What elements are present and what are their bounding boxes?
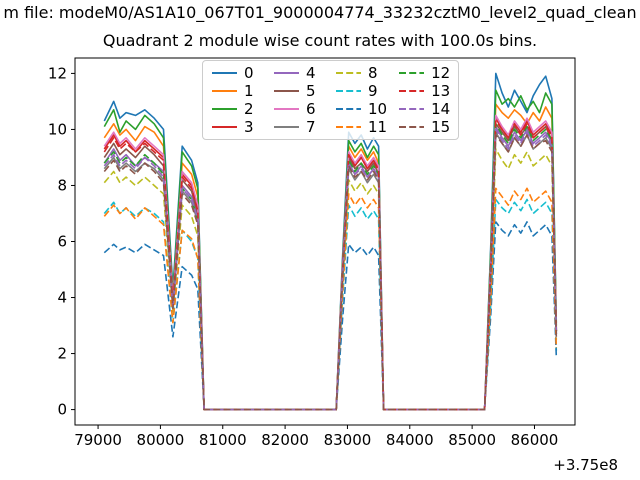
legend-line-swatch (336, 72, 361, 74)
legend-item-6: 6 (273, 100, 324, 118)
legend-line-swatch (212, 108, 237, 110)
legend-line-swatch (399, 126, 425, 128)
x-tick-label: 80000 (137, 431, 185, 449)
x-tick-label: 85000 (448, 431, 496, 449)
legend-label: 8 (368, 64, 378, 82)
legend-item-13: 13 (398, 82, 450, 100)
x-tick-label: 84000 (386, 431, 434, 449)
legend-label: 3 (244, 118, 254, 136)
legend-line-swatch (274, 72, 299, 74)
legend-label: 10 (368, 100, 388, 118)
legend-line-swatch (399, 108, 425, 110)
legend-column: 8 9 10 11 (335, 64, 387, 136)
legend-column: 12 13 14 15 (398, 64, 450, 136)
x-axis-offset-label: +3.75e8 (553, 456, 618, 474)
legend-label: 11 (368, 118, 388, 136)
legend-label: 7 (306, 118, 316, 136)
series-line-11 (103, 187, 558, 411)
legend-label: 12 (431, 64, 451, 82)
legend-line-swatch (399, 72, 425, 74)
y-tick-label: 10 (48, 120, 67, 138)
legend-label: 9 (368, 82, 378, 100)
figure-title: m file: modeM0/AS1A10_067T01_9000004774_… (3, 3, 637, 22)
series-line-9 (103, 198, 558, 411)
legend-line-swatch (336, 90, 361, 92)
series-line-13 (103, 120, 558, 411)
legend-item-4: 4 (273, 64, 324, 82)
series-line-15 (103, 134, 558, 411)
y-tick-label: 6 (57, 233, 67, 251)
x-tick-label: 79000 (74, 431, 122, 449)
legend-item-7: 7 (273, 118, 324, 136)
legend-item-0: 0 (211, 64, 262, 82)
legend-label: 6 (306, 100, 316, 118)
legend-item-2: 2 (211, 100, 262, 118)
y-tick-label: 2 (57, 345, 67, 363)
legend-label: 2 (244, 100, 254, 118)
legend-item-5: 5 (273, 82, 324, 100)
series-line-1 (103, 103, 558, 411)
legend-item-14: 14 (398, 100, 450, 118)
legend-label: 13 (431, 82, 451, 100)
legend-item-15: 15 (398, 118, 450, 136)
legend: 0 1 2 3 4 5 6 7 8 9 10 11 12 13 14 15 (202, 60, 460, 140)
legend-label: 14 (431, 100, 451, 118)
legend-line-swatch (212, 90, 237, 92)
legend-line-swatch (336, 108, 361, 110)
y-tick-label: 0 (57, 401, 67, 419)
legend-label: 4 (306, 64, 316, 82)
legend-label: 0 (244, 64, 254, 82)
legend-line-swatch (212, 72, 237, 74)
legend-line-swatch (212, 126, 237, 128)
series-line-14 (103, 128, 558, 411)
legend-item-1: 1 (211, 82, 262, 100)
legend-item-12: 12 (398, 64, 450, 82)
series-line-6 (103, 114, 558, 411)
axes-title: Quadrant 2 module wise count rates with … (102, 31, 538, 50)
legend-item-10: 10 (335, 100, 387, 118)
x-tick-label: 83000 (324, 431, 372, 449)
y-tick-label: 4 (57, 289, 67, 307)
series-line-8 (103, 148, 558, 411)
legend-label: 5 (306, 82, 316, 100)
legend-item-3: 3 (211, 118, 262, 136)
series-line-10 (103, 221, 558, 411)
x-tick-label: 81000 (199, 431, 247, 449)
y-tick-label: 8 (57, 176, 67, 194)
y-tick-label: 12 (48, 64, 67, 82)
x-tick-label: 86000 (511, 431, 559, 449)
legend-line-swatch (274, 90, 299, 92)
series-line-12 (103, 123, 558, 411)
legend-line-swatch (336, 126, 361, 128)
legend-line-swatch (274, 126, 299, 128)
legend-label: 15 (431, 118, 451, 136)
legend-line-swatch (399, 90, 425, 92)
legend-item-8: 8 (335, 64, 387, 82)
legend-line-swatch (274, 108, 299, 110)
legend-item-9: 9 (335, 82, 387, 100)
series-line-2 (103, 89, 558, 411)
legend-item-11: 11 (335, 118, 387, 136)
legend-label: 1 (244, 82, 254, 100)
x-tick-label: 82000 (261, 431, 309, 449)
